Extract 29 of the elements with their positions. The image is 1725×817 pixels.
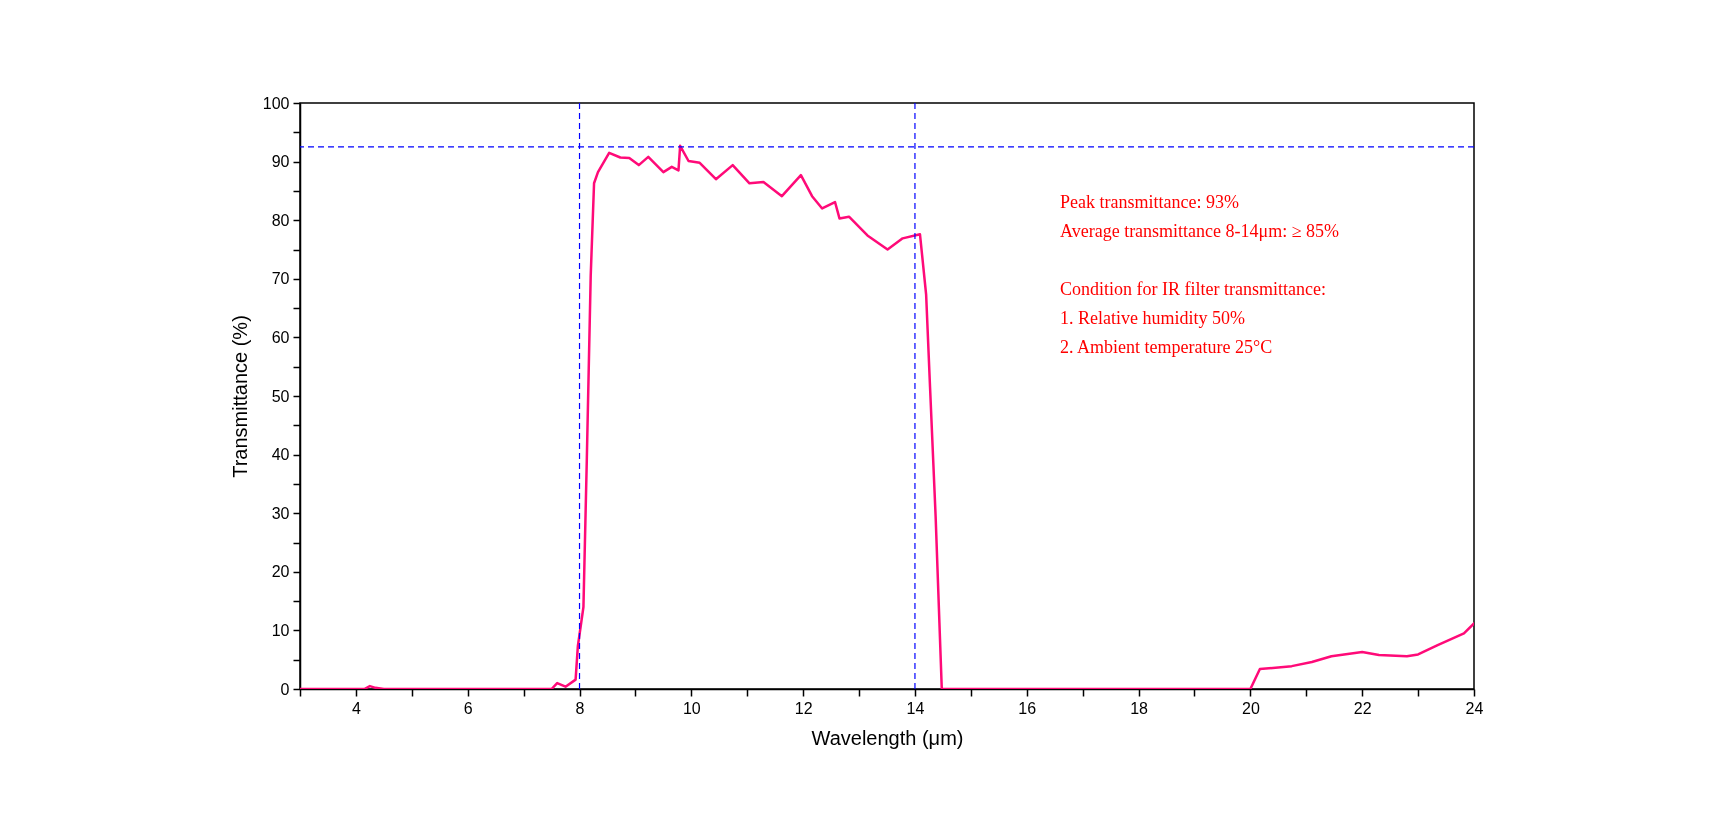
x-tick-label: 12 — [794, 699, 813, 717]
y-tick-label: 40 — [271, 446, 290, 464]
x-tick-label: 20 — [1241, 699, 1260, 717]
y-tick-label: 70 — [271, 270, 290, 288]
y-tick-label: 30 — [271, 504, 290, 522]
annotation: Peak transmittance: 93% — [1060, 192, 1239, 212]
x-tick-label: 8 — [575, 699, 585, 717]
x-tick-label: 24 — [1465, 699, 1484, 717]
y-tick-label: 60 — [271, 328, 290, 346]
annotation: 1. Relative humidity 50% — [1060, 308, 1245, 328]
annotation: Average transmittance 8-14μm: ≥ 85% — [1060, 221, 1340, 241]
y-tick-label: 90 — [271, 153, 290, 171]
y-tick-label: 50 — [271, 387, 290, 405]
annotation: Condition for IR filter transmittance: — [1060, 279, 1326, 299]
x-tick-label: 4 — [351, 699, 361, 717]
x-tick-label: 18 — [1130, 699, 1149, 717]
annotation: 2. Ambient temperature 25°C — [1060, 337, 1273, 357]
x-tick-label: 6 — [463, 699, 473, 717]
y-tick-label: 100 — [262, 94, 290, 112]
x-tick-label: 14 — [906, 699, 925, 717]
y-axis-title: Transmittance (%) — [228, 315, 251, 478]
y-tick-label: 80 — [271, 211, 290, 229]
y-tick-label: 20 — [271, 563, 290, 581]
x-tick-label: 10 — [682, 699, 701, 717]
y-tick-label: 10 — [271, 621, 290, 639]
x-tick-label: 22 — [1353, 699, 1372, 717]
x-axis-title: Wavelength (μm) — [811, 726, 964, 749]
y-tick-label: 0 — [280, 680, 290, 698]
x-tick-label: 16 — [1018, 699, 1037, 717]
